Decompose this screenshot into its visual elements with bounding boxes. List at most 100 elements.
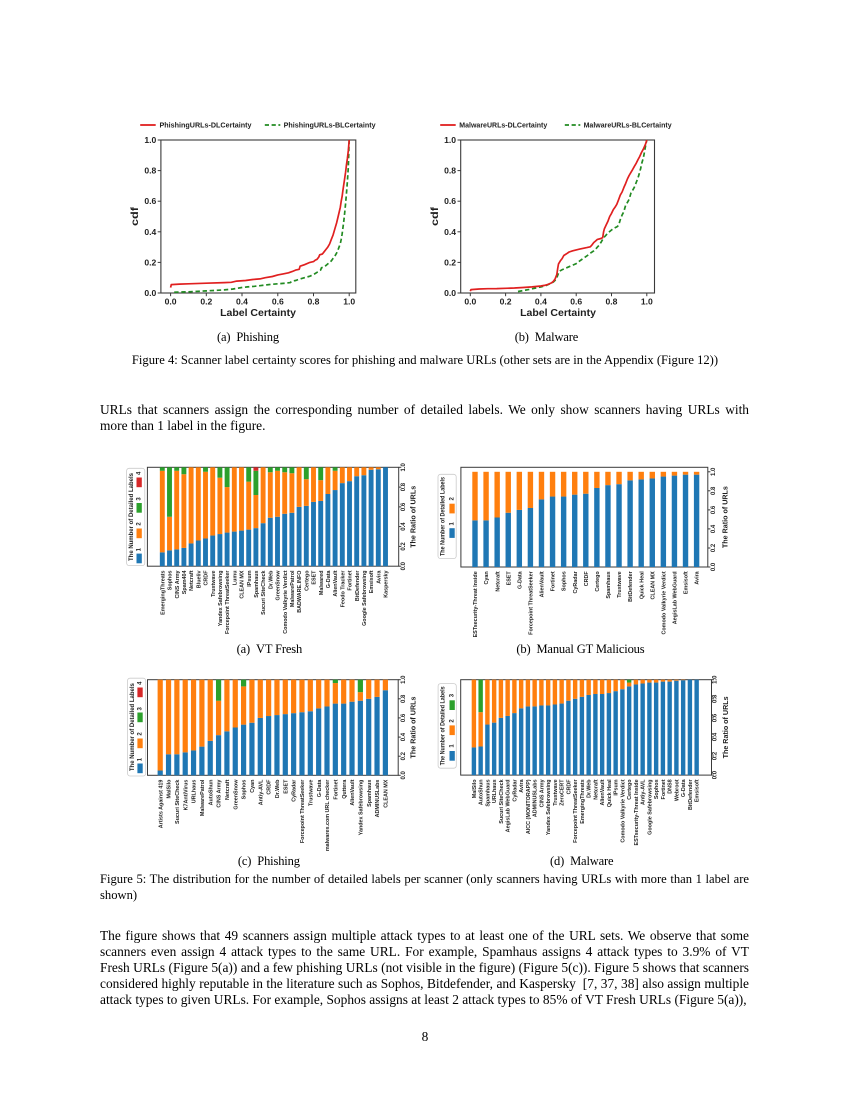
svg-text:0.6: 0.6	[444, 196, 456, 206]
svg-text:Quick Heal: Quick Heal	[607, 779, 613, 807]
svg-text:Sucuri SiteCheck: Sucuri SiteCheck	[175, 780, 181, 824]
svg-text:Artists Against 419: Artists Against 419	[158, 780, 164, 829]
svg-text:2: 2	[137, 732, 143, 736]
svg-text:PhishingURLs-BLCertainty: PhishingURLs-BLCertainty	[284, 121, 377, 130]
svg-text:BitDefender: BitDefender	[355, 570, 361, 601]
svg-text:URLhaus: URLhaus	[192, 780, 198, 804]
svg-text:CRDF: CRDF	[567, 779, 573, 795]
svg-text:ESET: ESET	[506, 571, 512, 586]
svg-text:1: 1	[449, 521, 455, 525]
svg-text:1.0: 1.0	[401, 462, 407, 471]
svg-text:GreenSnow: GreenSnow	[276, 570, 282, 601]
svg-text:ESTsecurity-Threat Inside: ESTsecurity-Threat Inside	[473, 571, 479, 637]
svg-text:Malwared: Malwared	[319, 571, 325, 596]
svg-text:0.0: 0.0	[401, 770, 407, 779]
svg-text:CINS Army: CINS Army	[175, 571, 181, 599]
svg-text:AegisLab WebGuard: AegisLab WebGuard	[506, 779, 512, 832]
svg-text:0.4: 0.4	[711, 524, 717, 533]
svg-text:Yandex Safebrowsing: Yandex Safebrowsing	[218, 571, 224, 627]
svg-text:4: 4	[137, 681, 143, 685]
svg-text:Cyan: Cyan	[484, 571, 490, 584]
svg-text:Trustwave: Trustwave	[553, 779, 559, 805]
svg-text:Antiy-AVL: Antiy-AVL	[258, 779, 264, 805]
svg-text:malwares.com URL checker: malwares.com URL checker	[325, 779, 331, 851]
svg-text:Certego: Certego	[595, 571, 601, 592]
svg-text:Avira: Avira	[519, 778, 525, 792]
svg-text:MalwarePatrol: MalwarePatrol	[200, 779, 206, 816]
svg-text:EmergingThreats: EmergingThreats	[160, 571, 166, 615]
svg-text:Avira: Avira	[695, 570, 701, 584]
svg-text:2: 2	[137, 522, 143, 526]
svg-text:0.8: 0.8	[401, 482, 407, 491]
svg-text:CyRadar: CyRadar	[573, 570, 579, 593]
svg-text:AegisLab WebGuard: AegisLab WebGuard	[673, 571, 679, 624]
svg-text:CLEAN MX: CLEAN MX	[650, 571, 656, 600]
svg-text:Label Certainty: Label Certainty	[520, 307, 596, 319]
svg-text:Trustwave: Trustwave	[211, 571, 217, 597]
svg-text:Spam404: Spam404	[182, 571, 188, 595]
svg-text:The Ratio of URLs: The Ratio of URLs	[721, 486, 730, 548]
svg-text:DNS8: DNS8	[668, 779, 674, 793]
svg-text:Comodo Valkyrie Verdict: Comodo Valkyrie Verdict	[283, 570, 289, 633]
svg-text:0.4: 0.4	[444, 227, 456, 237]
svg-text:Certego: Certego	[627, 779, 633, 800]
svg-text:0.6: 0.6	[401, 713, 407, 722]
svg-text:0.2: 0.2	[144, 257, 156, 267]
svg-text:Quick Heal: Quick Heal	[639, 571, 645, 599]
svg-text:0.6: 0.6	[711, 505, 717, 514]
svg-text:URLhaus: URLhaus	[492, 779, 498, 803]
svg-text:Quttera: Quttera	[342, 779, 348, 799]
svg-text:0.2: 0.2	[444, 257, 456, 267]
svg-text:0.4: 0.4	[401, 522, 407, 531]
svg-text:1.0: 1.0	[713, 675, 719, 684]
svg-text:Sucuri SiteCheck: Sucuri SiteCheck	[499, 779, 505, 823]
svg-text:Spamhaus: Spamhaus	[254, 571, 260, 598]
svg-text:Feodo Tracker: Feodo Tracker	[340, 570, 346, 608]
svg-text:1.0: 1.0	[144, 135, 156, 145]
svg-text:CRDF: CRDF	[204, 570, 210, 586]
svg-text:Forcepoint ThreatSeeker: Forcepoint ThreatSeeker	[573, 779, 579, 843]
svg-text:0.6: 0.6	[401, 502, 407, 511]
svg-text:EmergingThreats: EmergingThreats	[580, 779, 586, 823]
svg-text:Netcraft: Netcraft	[495, 571, 501, 592]
svg-text:CINS Army: CINS Army	[217, 780, 223, 808]
svg-text:0.2: 0.2	[711, 543, 717, 552]
svg-text:MalwareURLs-DLCertainty: MalwareURLs-DLCertainty	[459, 121, 548, 130]
svg-text:0.4: 0.4	[713, 732, 719, 741]
svg-text:CLEAN MX: CLEAN MX	[240, 570, 246, 599]
svg-text:Kaspersky: Kaspersky	[384, 571, 390, 598]
svg-text:Sucuri SiteCheck: Sucuri SiteCheck	[261, 571, 267, 615]
svg-text:Sophos: Sophos	[242, 780, 248, 800]
svg-text:Webroot: Webroot	[675, 779, 681, 801]
svg-text:ESTsecurity-Threat Inside: ESTsecurity-Threat Inside	[634, 779, 640, 845]
svg-text:0.8: 0.8	[713, 694, 719, 703]
svg-text:CRDF: CRDF	[267, 779, 273, 795]
svg-text:Forcepoint ThreatSeeker: Forcepoint ThreatSeeker	[300, 779, 306, 843]
svg-text:The Ratio of URLs: The Ratio of URLs	[409, 486, 418, 548]
svg-text:0.4: 0.4	[535, 296, 547, 306]
svg-text:1.0: 1.0	[711, 467, 717, 476]
svg-text:Netcraft: Netcraft	[189, 570, 195, 591]
svg-text:1.0: 1.0	[401, 675, 407, 684]
svg-text:Trustwave: Trustwave	[617, 571, 623, 597]
svg-text:0.0: 0.0	[444, 288, 456, 298]
svg-text:Avira: Avira	[376, 570, 382, 584]
svg-text:CINS Army: CINS Army	[540, 779, 546, 807]
svg-text:The Ratio of URLs: The Ratio of URLs	[409, 697, 418, 759]
svg-text:3: 3	[137, 706, 143, 710]
svg-text:0.0: 0.0	[464, 296, 476, 306]
svg-text:1.0: 1.0	[444, 135, 456, 145]
svg-text:4: 4	[137, 471, 143, 475]
svg-text:Netcraft: Netcraft	[225, 779, 231, 800]
svg-text:Sophos: Sophos	[562, 571, 568, 591]
svg-text:Trustwave: Trustwave	[308, 780, 314, 806]
svg-text:1: 1	[137, 757, 143, 761]
svg-text:Yandex Safebrowsing: Yandex Safebrowsing	[358, 780, 364, 836]
svg-text:Google Safebrowsing: Google Safebrowsing	[648, 779, 654, 834]
svg-text:Antiy-AVL: Antiy-AVL	[641, 779, 647, 805]
svg-text:0.2: 0.2	[401, 542, 407, 551]
svg-text:Comodo Valkyrie Verdict: Comodo Valkyrie Verdict	[621, 779, 627, 842]
svg-text:0.6: 0.6	[570, 296, 582, 306]
svg-text:Cyan: Cyan	[250, 780, 256, 793]
svg-text:Sophos: Sophos	[654, 779, 660, 799]
